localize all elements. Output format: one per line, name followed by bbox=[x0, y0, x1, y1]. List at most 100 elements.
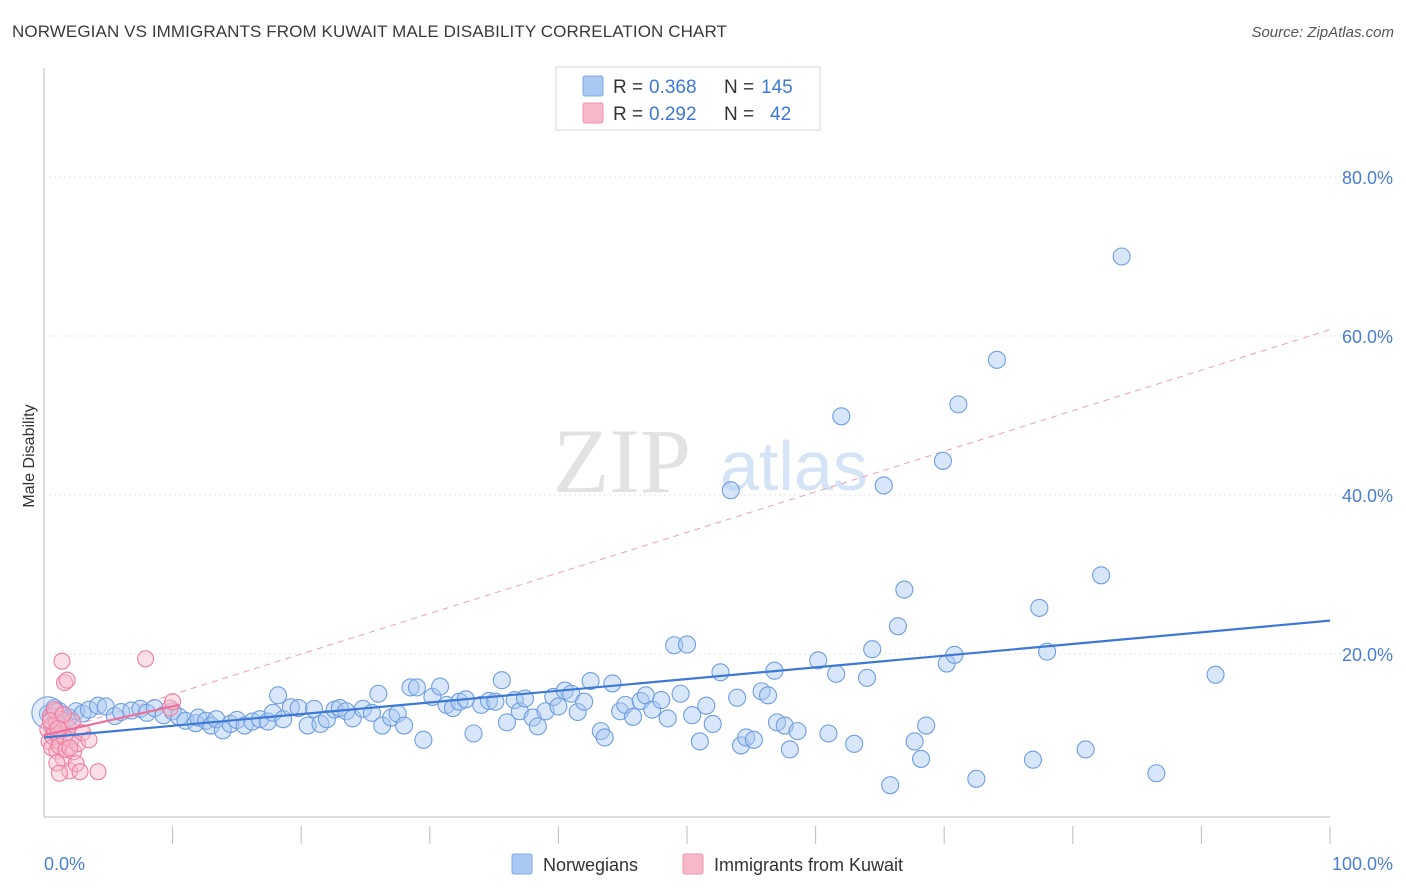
source-label: Source: ZipAtlas.com bbox=[1251, 24, 1394, 41]
y-tick-label-0: 20.0% bbox=[1342, 645, 1393, 665]
norwegian-point bbox=[581, 671, 600, 691]
legend-n-label-blue: N = bbox=[724, 77, 754, 98]
legend-r-value-pink: 0.292 bbox=[649, 104, 697, 125]
norwegian-point bbox=[269, 686, 288, 705]
norwegian-point bbox=[671, 684, 690, 703]
pink-projection-line bbox=[43, 329, 1331, 736]
kuwait-projection-line bbox=[43, 329, 1331, 736]
norwegian-point bbox=[703, 714, 722, 734]
norwegian-point bbox=[658, 709, 677, 728]
grid-lines bbox=[44, 176, 1392, 655]
norwegian-point bbox=[874, 476, 893, 495]
norwegian-point bbox=[845, 734, 864, 753]
norwegian-point bbox=[492, 671, 511, 690]
kuwait-point bbox=[50, 764, 68, 782]
legend-swatch-pink bbox=[582, 102, 604, 124]
x-tick-label-1: 100.0% bbox=[1332, 854, 1393, 874]
norwegians-trend-line bbox=[43, 619, 1331, 739]
tick-labels: 20.0% 40.0% 60.0% 80.0% 0.0% 100.0% bbox=[44, 168, 1393, 874]
axes bbox=[43, 68, 1331, 844]
norwegian-point bbox=[1206, 665, 1225, 684]
norwegian-point bbox=[721, 481, 740, 500]
norwegian-point bbox=[528, 717, 547, 736]
kuwait-point bbox=[89, 763, 107, 781]
norwegian-point bbox=[683, 706, 702, 725]
norwegian-point bbox=[289, 699, 308, 718]
norwegian-point bbox=[1092, 566, 1111, 585]
norwegian-point bbox=[1023, 750, 1042, 769]
norwegian-point bbox=[407, 678, 426, 697]
norwegian-point bbox=[780, 740, 799, 759]
x-tick-label-0: 0.0% bbox=[44, 854, 85, 874]
norwegian-point bbox=[933, 451, 952, 470]
norwegian-point bbox=[888, 617, 907, 636]
norwegian-point bbox=[414, 730, 433, 749]
norwegian-point bbox=[905, 732, 924, 751]
norwegian-point bbox=[744, 730, 763, 749]
norwegian-point bbox=[207, 710, 226, 729]
norwegian-point bbox=[154, 706, 173, 725]
legend-r-label-blue: R = bbox=[613, 77, 643, 98]
norwegian-point bbox=[497, 713, 517, 732]
norwegian-point bbox=[949, 395, 968, 414]
legend-n-value-pink: 42 bbox=[770, 104, 791, 125]
norwegian-point bbox=[809, 651, 828, 670]
bottom-legend-swatch-pink bbox=[682, 853, 704, 875]
kuwait-point bbox=[137, 650, 155, 668]
legend-n-label-pink: N = bbox=[724, 104, 754, 125]
kuwait-point bbox=[56, 674, 74, 692]
norwegian-point bbox=[697, 696, 716, 715]
kuwait-points bbox=[39, 650, 182, 782]
kuwait-trend-line bbox=[43, 703, 180, 737]
norwegian-point bbox=[711, 663, 730, 682]
legend-box: R = 0.368 N = 145 R = 0.292 N = 42 bbox=[555, 66, 821, 131]
y-tick-label-3: 80.0% bbox=[1342, 168, 1393, 188]
norwegian-point bbox=[1147, 764, 1166, 783]
norwegian-point bbox=[895, 580, 914, 599]
bottom-legend: Norwegians Immigrants from Kuwait bbox=[511, 853, 903, 875]
norwegian-point bbox=[395, 716, 414, 735]
kuwait-point bbox=[71, 763, 89, 781]
y-axis-label: Male Disability bbox=[21, 404, 38, 507]
chart-title: NORWEGIAN VS IMMIGRANTS FROM KUWAIT MALE… bbox=[12, 22, 728, 41]
norwegians-points bbox=[31, 247, 1225, 795]
norwegian-point bbox=[917, 716, 936, 735]
norwegian-point bbox=[603, 674, 622, 693]
norwegian-point bbox=[728, 688, 747, 707]
norwegian-point bbox=[758, 686, 778, 705]
legend-r-value-blue: 0.368 bbox=[649, 77, 697, 98]
norwegian-point bbox=[912, 749, 931, 768]
kuwait-point bbox=[53, 652, 71, 670]
norwegian-point bbox=[788, 722, 807, 741]
norwegian-point bbox=[431, 677, 450, 696]
norwegian-point bbox=[401, 678, 420, 697]
norwegian-point bbox=[677, 635, 697, 654]
kuwait-point bbox=[48, 754, 66, 772]
norwegian-point bbox=[967, 769, 986, 788]
kuwait-point bbox=[45, 701, 63, 719]
norwegian-point bbox=[819, 724, 838, 743]
norwegian-point bbox=[1076, 740, 1095, 759]
norwegian-point bbox=[595, 728, 614, 747]
kuwait-point bbox=[54, 705, 72, 723]
norwegian-point bbox=[623, 707, 643, 726]
norwegian-point bbox=[857, 668, 877, 687]
kuwait-point bbox=[49, 720, 67, 738]
norwegian-point bbox=[88, 696, 108, 715]
kuwait-point bbox=[58, 671, 76, 689]
kuwait-point bbox=[67, 755, 85, 773]
kuwait-point bbox=[61, 739, 79, 757]
norwegian-point bbox=[568, 702, 587, 722]
watermark-zip: ZIP bbox=[553, 410, 691, 512]
norwegian-point bbox=[881, 776, 900, 795]
norwegian-point bbox=[1112, 247, 1131, 266]
norwegian-point bbox=[690, 732, 709, 751]
norwegian-point bbox=[643, 700, 662, 719]
norwegian-point bbox=[464, 724, 483, 743]
legend-swatch-blue bbox=[582, 75, 604, 97]
norwegian-point bbox=[369, 684, 388, 703]
norwegian-point bbox=[863, 640, 882, 659]
legend-n-value-blue: 145 bbox=[761, 77, 793, 98]
norwegian-point bbox=[652, 691, 671, 710]
